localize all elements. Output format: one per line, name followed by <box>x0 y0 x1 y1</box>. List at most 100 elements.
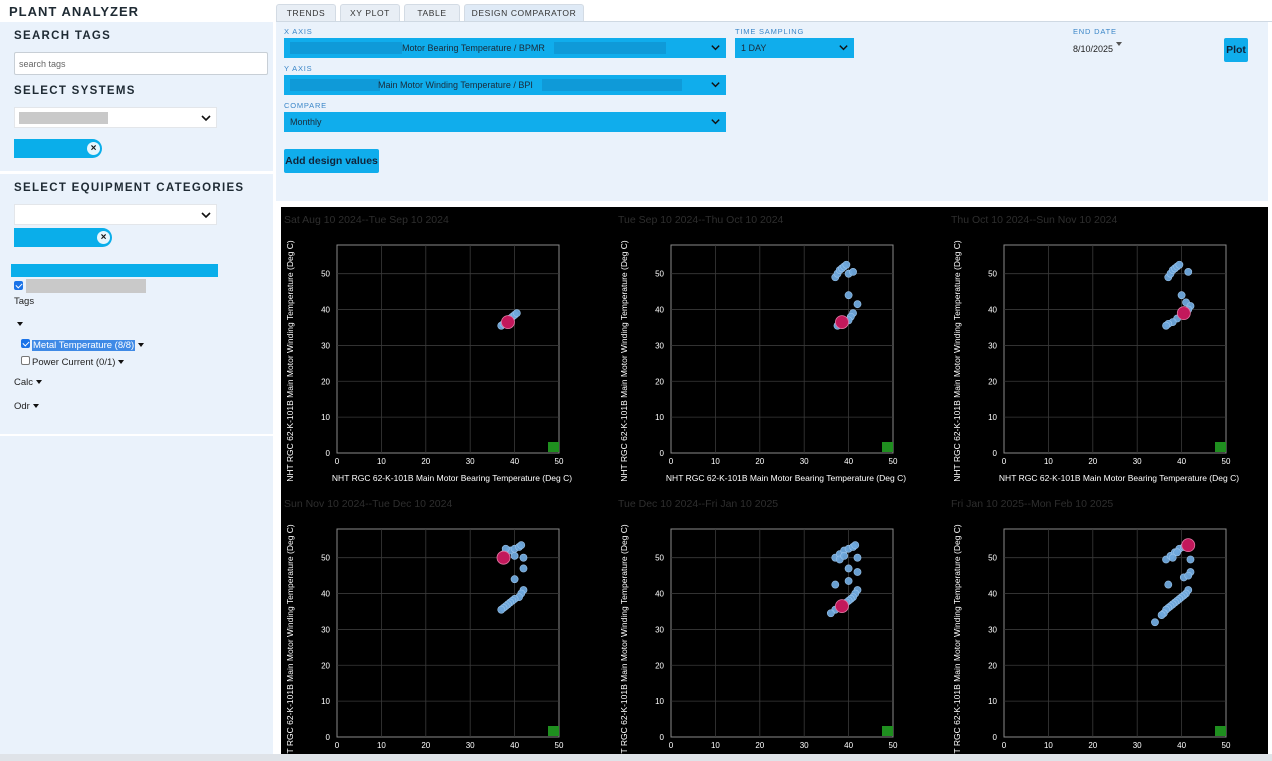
tab-design-comparator[interactable]: DESIGN COMPARATOR <box>464 4 584 21</box>
metal-temperature-checkbox[interactable] <box>21 339 30 348</box>
data-point[interactable] <box>1184 267 1193 276</box>
y-tick-label: 40 <box>321 306 330 315</box>
equipment-checkbox[interactable] <box>14 281 23 290</box>
redacted-tag-suffix <box>554 42 666 54</box>
y-tick-label: 0 <box>326 449 331 458</box>
data-point[interactable] <box>1151 618 1159 627</box>
data-point[interactable] <box>853 300 862 309</box>
search-input[interactable] <box>14 52 268 75</box>
tree-item-power-current[interactable]: Power Current (0/1) <box>32 357 125 368</box>
plot-button[interactable]: Plot <box>1224 38 1248 62</box>
design-value-marker[interactable] <box>1215 442 1226 452</box>
odr-dropdown[interactable]: Odr <box>14 401 39 412</box>
data-point[interactable] <box>512 309 521 318</box>
design-value-marker[interactable] <box>548 442 559 452</box>
chevron-down-icon <box>201 115 211 122</box>
y-tick-label: 30 <box>321 341 330 350</box>
data-point[interactable] <box>510 551 519 560</box>
scatter-chart: Tue Sep 10 2024--Thu Oct 10 2024 0 10 20 30 4… <box>618 214 906 483</box>
design-value-marker[interactable] <box>882 726 893 736</box>
data-point[interactable] <box>519 553 528 562</box>
add-design-values-button[interactable]: Add design values <box>284 149 379 173</box>
data-point[interactable] <box>510 575 519 584</box>
y-tick-label: 20 <box>321 661 330 670</box>
equipment-category-select[interactable] <box>14 204 217 225</box>
scatter-chart: Thu Oct 10 2024--Sun Nov 10 2024 0 10 20 30 4… <box>951 214 1239 483</box>
calc-dropdown[interactable]: Calc <box>14 377 43 388</box>
remove-chip-icon[interactable]: × <box>87 142 100 155</box>
selected-equipment-bar[interactable] <box>11 264 218 277</box>
tab-table[interactable]: TABLE <box>404 4 460 21</box>
data-point[interactable] <box>1173 548 1182 557</box>
time-sampling-select[interactable]: 1 DAY <box>735 38 854 58</box>
panel-title: Tue Dec 10 2024--Fri Jan 10 2025 <box>618 498 778 510</box>
plot-frame <box>336 244 560 454</box>
data-point[interactable] <box>1162 321 1170 330</box>
design-value-marker[interactable] <box>1215 726 1226 736</box>
horizontal-scrollbar[interactable] <box>0 754 1272 761</box>
y-axis-title: NHT RGC 62-K-101B Main Motor Winding Tem… <box>952 524 962 754</box>
remove-chip-icon[interactable]: × <box>97 231 110 244</box>
chevron-down-icon <box>839 45 848 51</box>
data-point[interactable] <box>1164 580 1173 589</box>
data-point[interactable] <box>519 564 528 573</box>
power-current-checkbox[interactable] <box>21 356 30 365</box>
systems-select[interactable] <box>14 107 217 128</box>
chevron-down-icon[interactable] <box>138 343 145 348</box>
data-point[interactable] <box>1157 611 1166 619</box>
tree-item-metal-temperature[interactable]: Metal Temperature (8/8) <box>32 340 145 351</box>
x-tick-label: 40 <box>844 741 853 750</box>
y-axis-select[interactable]: Main Motor Winding Temperature / BPI <box>284 75 726 95</box>
highlight-point[interactable] <box>835 315 849 330</box>
data-point[interactable] <box>840 551 849 560</box>
data-point[interactable] <box>853 553 862 562</box>
x-axis-select[interactable]: Motor Bearing Temperature / BPMR <box>284 38 726 58</box>
x-tick-label: 20 <box>1088 741 1097 750</box>
data-point[interactable] <box>831 580 840 589</box>
plot-grid: Sat Aug 10 2024--Tue Sep 10 2024 0 10 20 30 4… <box>281 207 1268 754</box>
y-tick-label: 10 <box>988 697 997 706</box>
data-point[interactable] <box>1186 555 1195 564</box>
highlight-point[interactable] <box>835 599 849 614</box>
data-point[interactable] <box>1175 260 1184 269</box>
highlight-point[interactable] <box>496 550 511 565</box>
x-tick-label: 20 <box>755 457 764 466</box>
highlight-point[interactable] <box>1181 538 1196 553</box>
data-point[interactable] <box>844 291 853 300</box>
data-point[interactable] <box>1184 571 1193 580</box>
panel-title: Sat Aug 10 2024--Tue Sep 10 2024 <box>284 214 449 226</box>
design-value-marker[interactable] <box>882 442 893 452</box>
data-point[interactable] <box>844 564 853 573</box>
data-point[interactable] <box>497 605 506 614</box>
data-point[interactable] <box>826 609 835 618</box>
calendar-dropdown-icon[interactable] <box>1116 42 1122 46</box>
end-date-input[interactable]: 8/10/2025 <box>1073 44 1114 54</box>
y-tick-label: 30 <box>321 625 330 634</box>
category-chip[interactable]: × <box>14 228 112 247</box>
y-tick-label: 30 <box>988 625 997 634</box>
x-tick-label: 0 <box>669 457 674 466</box>
x-tick-label: 50 <box>889 741 898 750</box>
data-point[interactable] <box>842 260 851 269</box>
data-point[interactable] <box>517 541 526 550</box>
data-point[interactable] <box>849 267 857 276</box>
tab-xy-plot[interactable]: XY PLOT <box>340 4 400 21</box>
data-point[interactable] <box>851 541 860 550</box>
scatter-panel-5: Tue Dec 10 2024--Fri Jan 10 2025 0 10 20 30 4… <box>615 491 946 754</box>
highlight-point[interactable] <box>501 315 515 330</box>
plot-frame <box>1003 528 1227 738</box>
highlight-point[interactable] <box>1176 306 1191 321</box>
system-chip[interactable]: × <box>14 139 102 158</box>
data-point[interactable] <box>844 577 853 585</box>
x-tick-label: 10 <box>1044 741 1053 750</box>
tab-trends[interactable]: TRENDS <box>276 4 336 21</box>
expand-caret-icon[interactable] <box>14 318 23 330</box>
data-point[interactable] <box>1168 553 1177 562</box>
compare-label: COMPARE <box>284 101 327 110</box>
compare-select[interactable]: Monthly <box>284 112 726 132</box>
chevron-down-icon[interactable] <box>118 360 125 365</box>
data-point[interactable] <box>853 568 862 576</box>
data-point[interactable] <box>1177 291 1186 300</box>
design-value-marker[interactable] <box>548 726 559 736</box>
metal-temperature-label: Metal Temperature (8/8) <box>32 340 136 351</box>
